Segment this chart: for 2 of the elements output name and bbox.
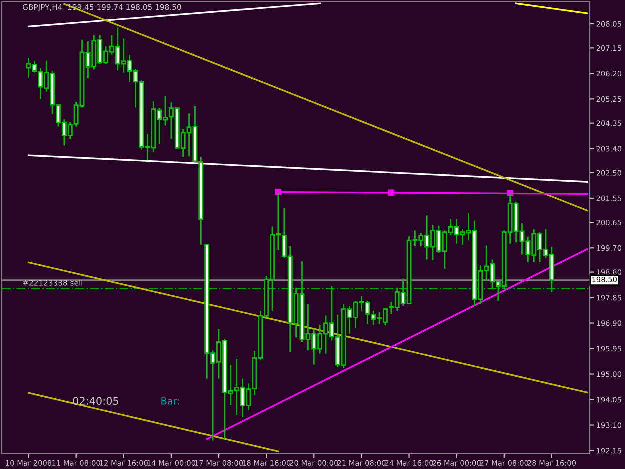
annotation: Bar: [162,398,180,405]
annotation: 02:40:05 [73,397,118,406]
